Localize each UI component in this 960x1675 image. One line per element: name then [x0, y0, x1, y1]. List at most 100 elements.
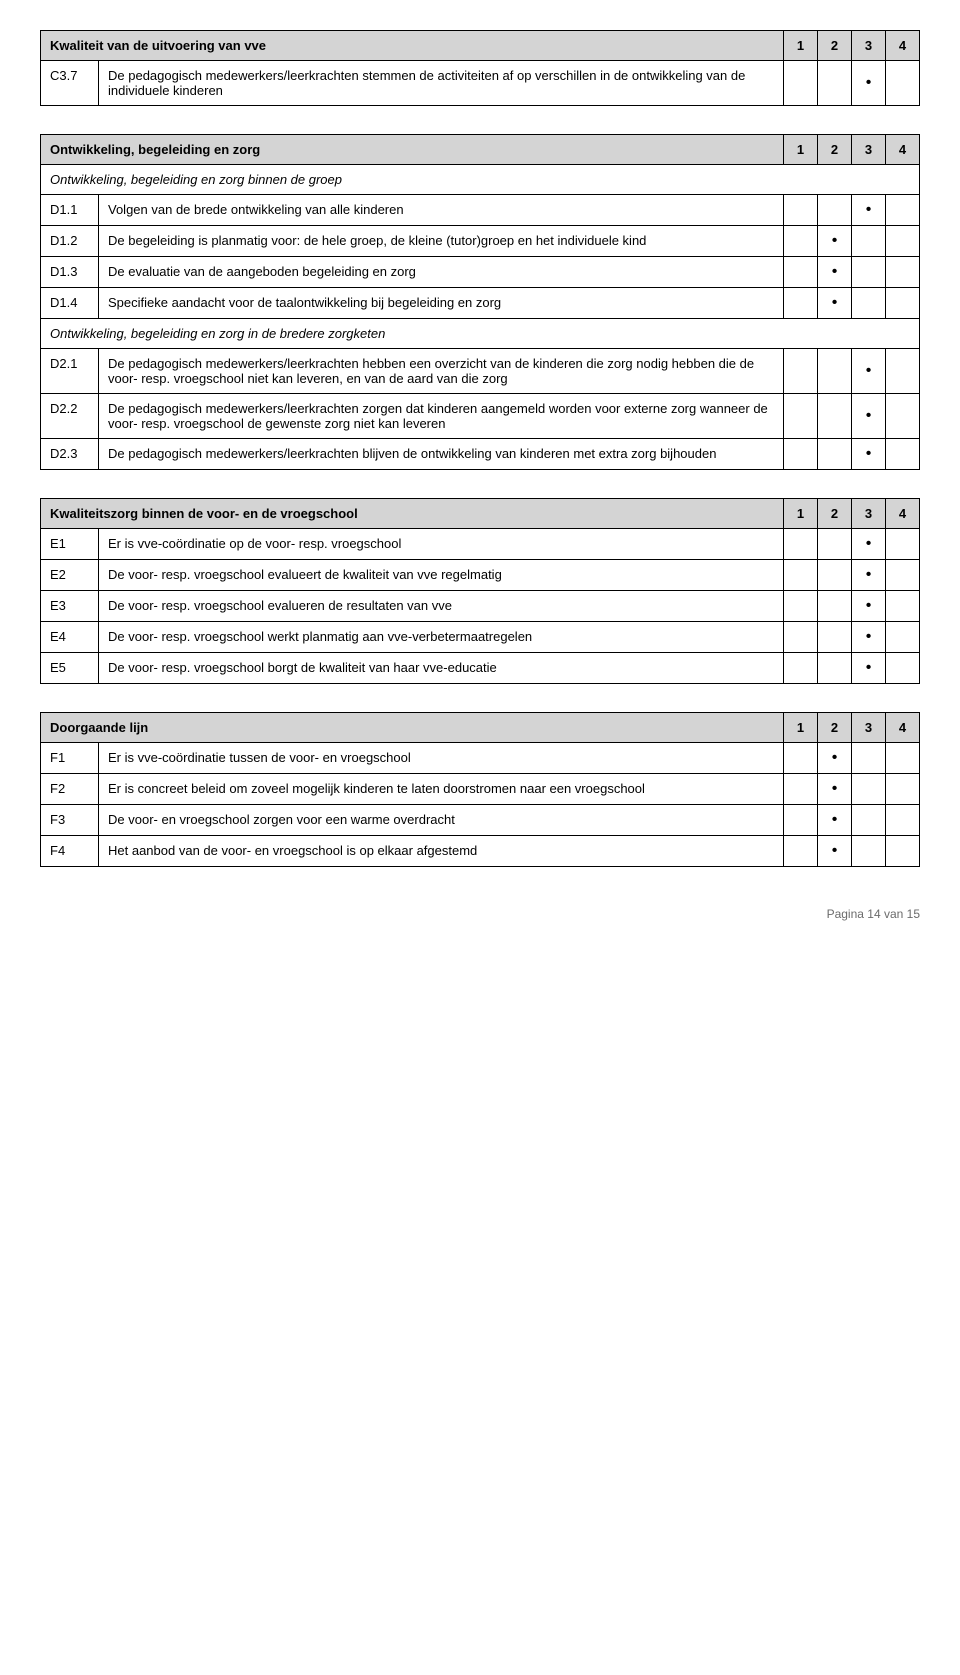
rating-cell: [886, 653, 920, 684]
rating-cell: [784, 560, 818, 591]
table-subheading: Ontwikkeling, begeleiding en zorg binnen…: [41, 165, 920, 195]
rating-cell: [784, 349, 818, 394]
table-row: E4De voor- resp. vroegschool werkt planm…: [41, 622, 920, 653]
rating-cell: [784, 226, 818, 257]
rating-cell: [818, 591, 852, 622]
rating-cell: •: [818, 774, 852, 805]
rating-cell: •: [818, 836, 852, 867]
row-text: De pedagogisch medewerkers/leerkrachten …: [99, 394, 784, 439]
col-number: 3: [852, 713, 886, 743]
table-row: C3.7De pedagogisch medewerkers/leerkrach…: [41, 61, 920, 106]
rating-cell: •: [818, 805, 852, 836]
rating-cell: [886, 349, 920, 394]
rating-cell: [818, 529, 852, 560]
rating-cell: [886, 743, 920, 774]
rating-cell: [784, 61, 818, 106]
row-code: D1.4: [41, 288, 99, 319]
table-row: D1.4Specifieke aandacht voor de taalontw…: [41, 288, 920, 319]
rating-cell: [784, 836, 818, 867]
rating-cell: [886, 805, 920, 836]
rating-cell: [818, 349, 852, 394]
assessment-table: Kwaliteit van de uitvoering van vve1234C…: [40, 30, 920, 106]
row-text: Er is vve-coördinatie op de voor- resp. …: [99, 529, 784, 560]
rating-cell: [784, 439, 818, 470]
rating-cell: [784, 591, 818, 622]
table-row: D2.3De pedagogisch medewerkers/leerkrach…: [41, 439, 920, 470]
row-text: De voor- resp. vroegschool werkt planmat…: [99, 622, 784, 653]
row-code: D2.3: [41, 439, 99, 470]
rating-cell: [852, 774, 886, 805]
row-code: F1: [41, 743, 99, 774]
row-text: De voor- resp. vroegschool evalueren de …: [99, 591, 784, 622]
rating-cell: [784, 653, 818, 684]
rating-cell: •: [852, 560, 886, 591]
rating-cell: [886, 836, 920, 867]
col-number: 3: [852, 499, 886, 529]
row-text: De pedagogisch medewerkers/leerkrachten …: [99, 61, 784, 106]
row-code: C3.7: [41, 61, 99, 106]
rating-cell: [784, 805, 818, 836]
rating-cell: •: [852, 439, 886, 470]
rating-cell: [784, 529, 818, 560]
col-number: 1: [784, 31, 818, 61]
rating-cell: •: [818, 743, 852, 774]
col-number: 2: [818, 135, 852, 165]
row-text: De voor- resp. vroegschool evalueert de …: [99, 560, 784, 591]
table-title: Kwaliteit van de uitvoering van vve: [41, 31, 784, 61]
rating-cell: [886, 622, 920, 653]
rating-cell: [784, 622, 818, 653]
rating-cell: [852, 288, 886, 319]
rating-cell: [886, 257, 920, 288]
table-row: D1.3De evaluatie van de aangeboden begel…: [41, 257, 920, 288]
table-row: D1.1Volgen van de brede ontwikkeling van…: [41, 195, 920, 226]
rating-cell: [784, 257, 818, 288]
rating-cell: [852, 226, 886, 257]
col-number: 3: [852, 31, 886, 61]
rating-cell: •: [852, 591, 886, 622]
table-title: Ontwikkeling, begeleiding en zorg: [41, 135, 784, 165]
row-code: D1.3: [41, 257, 99, 288]
table-title: Doorgaande lijn: [41, 713, 784, 743]
rating-cell: [886, 61, 920, 106]
row-code: D1.1: [41, 195, 99, 226]
table-row: D2.1De pedagogisch medewerkers/leerkrach…: [41, 349, 920, 394]
col-number: 4: [886, 31, 920, 61]
row-text: De voor- resp. vroegschool borgt de kwal…: [99, 653, 784, 684]
table-header-row: Ontwikkeling, begeleiding en zorg1234: [41, 135, 920, 165]
row-code: E5: [41, 653, 99, 684]
rating-cell: •: [852, 349, 886, 394]
rating-cell: •: [852, 195, 886, 226]
row-text: De pedagogisch medewerkers/leerkrachten …: [99, 439, 784, 470]
assessment-table: Ontwikkeling, begeleiding en zorg1234Ont…: [40, 134, 920, 470]
table-row: D2.2De pedagogisch medewerkers/leerkrach…: [41, 394, 920, 439]
table-row: F2Er is concreet beleid om zoveel mogeli…: [41, 774, 920, 805]
rating-cell: [818, 653, 852, 684]
rating-cell: [818, 439, 852, 470]
row-code: E2: [41, 560, 99, 591]
rating-cell: [886, 591, 920, 622]
row-text: Er is vve-coördinatie tussen de voor- en…: [99, 743, 784, 774]
rating-cell: •: [852, 394, 886, 439]
rating-cell: [852, 836, 886, 867]
col-number: 2: [818, 499, 852, 529]
rating-cell: •: [818, 257, 852, 288]
rating-cell: •: [818, 288, 852, 319]
rating-cell: [784, 774, 818, 805]
rating-cell: [886, 195, 920, 226]
rating-cell: [886, 529, 920, 560]
row-text: De pedagogisch medewerkers/leerkrachten …: [99, 349, 784, 394]
rating-cell: •: [852, 622, 886, 653]
rating-cell: [852, 743, 886, 774]
document-root: Kwaliteit van de uitvoering van vve1234C…: [40, 30, 920, 867]
row-code: F4: [41, 836, 99, 867]
rating-cell: [784, 288, 818, 319]
table-row: E1Er is vve-coördinatie op de voor- resp…: [41, 529, 920, 560]
table-row: F1Er is vve-coördinatie tussen de voor- …: [41, 743, 920, 774]
col-number: 4: [886, 713, 920, 743]
col-number: 2: [818, 713, 852, 743]
rating-cell: [818, 61, 852, 106]
rating-cell: [852, 805, 886, 836]
row-text: De begeleiding is planmatig voor: de hel…: [99, 226, 784, 257]
rating-cell: [818, 622, 852, 653]
assessment-table: Kwaliteitszorg binnen de voor- en de vro…: [40, 498, 920, 684]
